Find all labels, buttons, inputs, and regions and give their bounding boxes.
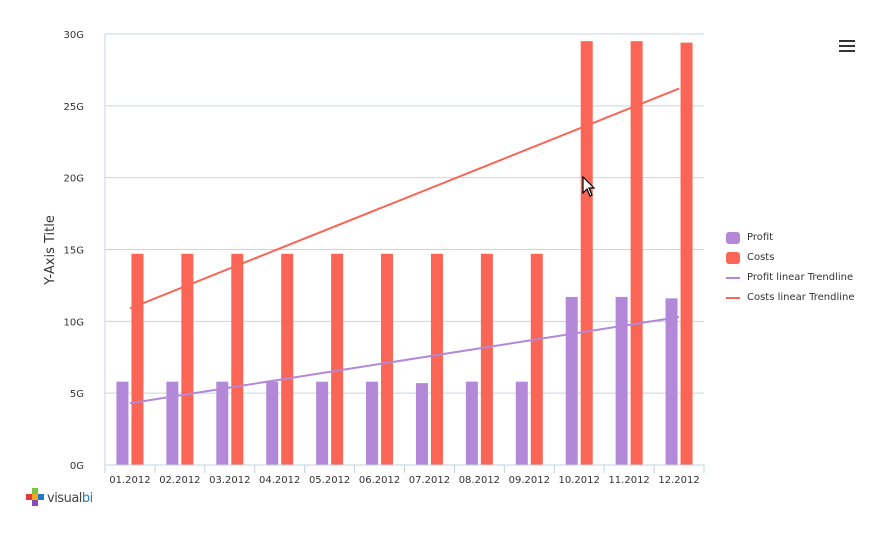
bar-profit[interactable] [565,296,578,465]
x-tick-label: 09.2012 [509,475,550,486]
x-tick-label: 01.2012 [109,475,150,486]
profit-linear-trendline [129,316,680,405]
bar-costs[interactable] [630,41,643,465]
bar-costs[interactable] [680,42,693,466]
y-tick-label: 25G [64,102,84,113]
legend-swatch-icon [726,232,740,244]
legend-item-profit[interactable]: Profit [726,228,855,248]
bar-profit[interactable] [615,296,628,465]
legend-label: Profit [747,232,774,243]
bar-costs[interactable] [231,253,244,465]
x-tick-label: 06.2012 [359,475,400,486]
bar-profit[interactable] [515,381,528,465]
bar-costs[interactable] [281,253,294,465]
bar-profit[interactable] [166,381,179,465]
y-tick-label: 10G [64,317,84,328]
bar-costs[interactable] [381,253,394,465]
y-tick-label: 30G [64,30,84,41]
x-tick-label: 10.2012 [559,475,600,486]
y-tick-label: 0G [70,461,84,472]
costs-linear-trendline [129,87,680,310]
bar-costs[interactable] [131,253,144,465]
bar-profit[interactable] [465,381,478,465]
trendlines [129,87,680,405]
mouse-pointer-icon [582,176,596,197]
legend-item-profit-linear-trendline[interactable]: Profit linear Trendline [726,268,855,288]
legend-label: Costs linear Trendline [747,292,855,303]
bar-profit[interactable] [415,383,428,465]
bar-costs[interactable] [430,253,443,465]
legend-line-icon [726,297,740,299]
legend-label: Costs [747,252,775,263]
visualbi-logo: visualbi [26,486,93,510]
chart-menu-button[interactable] [836,36,860,56]
bar-costs[interactable] [580,41,593,465]
bar-profit[interactable] [216,381,229,465]
bar-profit[interactable] [316,381,329,465]
bar-profit[interactable] [366,381,379,465]
cube-logo-icon [26,488,44,508]
y-tick-label: 15G [64,246,84,257]
x-tick-label: 11.2012 [608,475,649,486]
grid [105,33,704,466]
bar-costs[interactable] [331,253,344,465]
x-tick-label: 05.2012 [309,475,350,486]
bar-profit[interactable] [266,381,279,465]
y-tick-labels: 0G 5G 10G 15G 20G 25G 30G [64,30,84,472]
y-tick-label: 20G [64,174,84,185]
legend-swatch-icon [726,252,740,264]
y-tick-label: 5G [70,389,84,400]
bar-costs[interactable] [181,253,194,465]
bars [116,41,693,466]
bar-costs[interactable] [480,253,493,465]
x-tick-label: 07.2012 [409,475,450,486]
x-tick-label: 08.2012 [459,475,500,486]
legend-label: Profit linear Trendline [747,272,854,283]
legend-item-costs[interactable]: Costs [726,248,855,268]
bar-profit[interactable] [665,298,678,465]
x-tick-label: 03.2012 [209,475,250,486]
x-tick-label: 12.2012 [658,475,699,486]
x-tick-labels: 01.2012 02.2012 03.2012 04.2012 05.2012 06.20… [109,475,699,486]
logo-text: visualbi [47,490,93,506]
y-axis-title: Y-Axis Title [43,215,58,286]
axes [104,34,705,473]
x-tick-label: 02.2012 [159,475,200,486]
legend-line-icon [726,277,740,279]
x-tick-label: 04.2012 [259,475,300,486]
legend: Profit Costs Profit linear Trendline Costs … [726,228,855,308]
legend-item-costs-linear-trendline[interactable]: Costs linear Trendline [726,288,855,308]
bar-costs[interactable] [530,253,543,465]
bar-profit[interactable] [116,381,129,465]
